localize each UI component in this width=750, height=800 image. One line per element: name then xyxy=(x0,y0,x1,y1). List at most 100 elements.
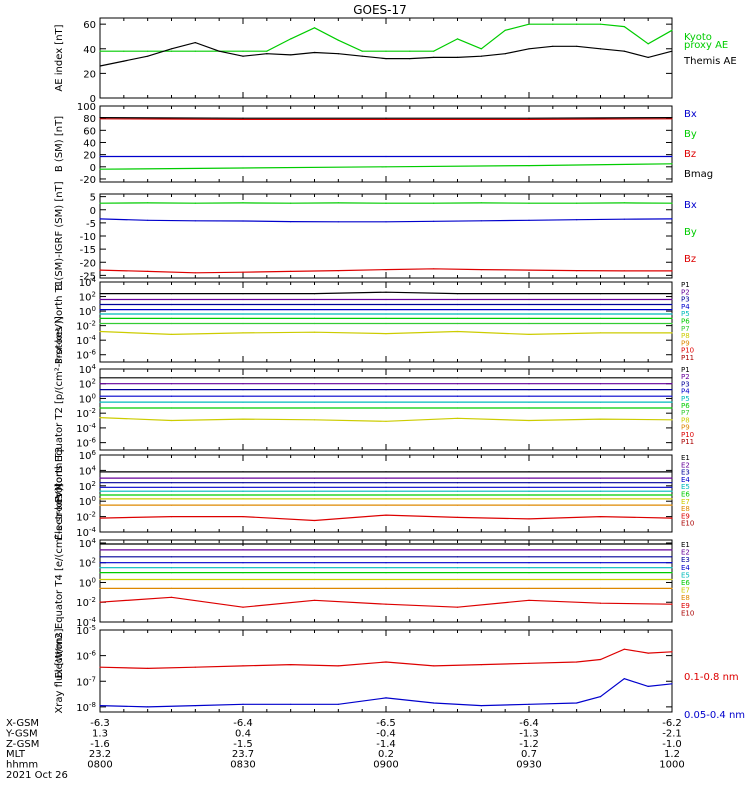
data-point xyxy=(385,118,387,120)
data-point xyxy=(671,270,673,272)
data-point xyxy=(99,601,101,603)
x-row-value: 0.7 xyxy=(521,749,537,760)
data-point xyxy=(385,562,387,564)
data-point xyxy=(576,202,578,204)
data-point xyxy=(456,578,459,581)
data-point xyxy=(313,556,316,558)
panel-7: 10-4 10-2 100 102 104 Electrons Equator T4 [e… xyxy=(54,483,694,678)
data-point xyxy=(599,504,602,506)
data-point xyxy=(599,322,602,325)
data-point xyxy=(599,377,602,379)
data-point xyxy=(528,504,530,506)
y-tick-label: 0 xyxy=(90,163,96,174)
data-point xyxy=(337,270,339,272)
data-point xyxy=(385,317,387,319)
data-point xyxy=(456,556,459,558)
y-tick-label: 102 xyxy=(79,291,96,304)
data-point xyxy=(552,45,554,47)
data-point xyxy=(290,221,292,223)
data-point xyxy=(671,578,673,581)
data-point xyxy=(170,578,173,581)
data-point xyxy=(385,482,387,484)
data-point xyxy=(528,389,530,391)
data-point xyxy=(99,562,101,564)
data-point xyxy=(599,293,602,295)
data-point xyxy=(528,269,530,271)
data-point xyxy=(599,567,602,569)
legend-entry: P11 xyxy=(681,438,694,446)
legend-entry: E10 xyxy=(681,520,694,528)
data-point xyxy=(313,407,316,409)
data-point xyxy=(385,155,387,158)
y-tick-label: 40 xyxy=(83,45,96,56)
data-point xyxy=(242,293,244,295)
legend-entry: P3 xyxy=(681,296,690,304)
data-point xyxy=(528,518,530,520)
panel-frame xyxy=(99,454,673,533)
data-point xyxy=(242,587,244,590)
data-point xyxy=(313,401,316,403)
data-point xyxy=(599,418,602,420)
data-point xyxy=(647,43,649,45)
data-point xyxy=(385,407,387,409)
data-point xyxy=(456,407,459,409)
data-point xyxy=(433,50,435,52)
y-tick-label: 10-4 xyxy=(76,422,96,435)
data-point xyxy=(313,549,316,551)
data-point xyxy=(528,117,530,119)
y-tick-label: 104 xyxy=(79,464,97,477)
data-point xyxy=(456,477,459,479)
data-point xyxy=(528,383,530,385)
data-point xyxy=(576,219,578,221)
data-point xyxy=(242,665,244,667)
data-point xyxy=(433,268,435,270)
data-point xyxy=(170,587,173,590)
data-point xyxy=(671,395,673,397)
data-point xyxy=(385,333,387,335)
data-point xyxy=(242,309,244,311)
data-point xyxy=(599,407,602,409)
data-point xyxy=(385,498,387,500)
data-point xyxy=(671,389,673,391)
data-point xyxy=(242,220,244,222)
legend-entry: 0.05-0.4 nm xyxy=(684,710,745,721)
y-tick-label: 20 xyxy=(83,151,96,162)
data-point xyxy=(671,383,673,385)
y-tick-label: 60 xyxy=(83,20,96,31)
data-point xyxy=(528,401,530,403)
series-line-0-05-0-4-nm xyxy=(99,678,673,708)
legend-entry: P6 xyxy=(681,402,690,410)
legend-entry: Themis AE xyxy=(683,56,737,67)
data-point xyxy=(313,477,316,479)
x-row-value: -6.5 xyxy=(376,718,396,729)
data-point xyxy=(170,401,173,403)
data-point xyxy=(99,494,101,496)
data-point xyxy=(194,705,196,707)
y-tick-label: 100 xyxy=(79,392,96,405)
x-row-value: 23.2 xyxy=(89,749,111,760)
data-point xyxy=(290,54,292,56)
panel-frame xyxy=(99,368,673,451)
data-point xyxy=(599,395,602,397)
data-point xyxy=(170,596,173,598)
data-point xyxy=(170,322,173,325)
data-point xyxy=(599,696,602,698)
data-point xyxy=(99,666,101,668)
data-point xyxy=(599,298,602,301)
data-point xyxy=(671,567,673,569)
data-point xyxy=(123,60,125,62)
data-point xyxy=(480,48,482,50)
x-row-value: -6.4 xyxy=(233,718,253,729)
data-point xyxy=(99,486,101,488)
y-tick-label: 106 xyxy=(79,449,97,462)
data-point xyxy=(170,48,173,50)
data-point xyxy=(170,298,173,301)
data-point xyxy=(242,556,244,558)
data-point xyxy=(385,221,387,223)
data-point xyxy=(599,486,602,488)
data-point xyxy=(385,401,387,403)
data-point xyxy=(599,516,602,518)
x-row-value: -0.4 xyxy=(376,728,396,739)
data-point xyxy=(242,543,244,545)
